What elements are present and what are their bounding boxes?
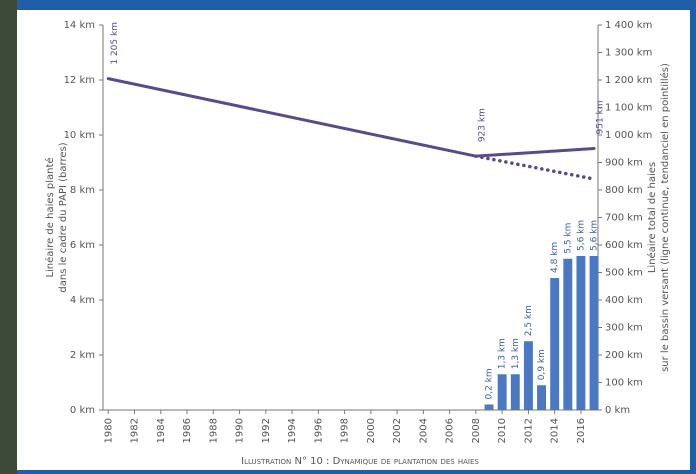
x-tick-label: 2010: [497, 418, 508, 443]
y2-tick-label: 1 000 km: [605, 130, 652, 141]
x-tick-label: 1994: [287, 418, 298, 443]
x-tick-label: 1996: [313, 418, 324, 443]
bar: [576, 256, 586, 410]
bar: [589, 256, 599, 410]
y-tick-label: 4 km: [70, 295, 95, 306]
y2-tick-label: 800 km: [605, 185, 643, 196]
y2-tick-label: 300 km: [605, 323, 643, 334]
bar: [537, 385, 547, 410]
y-tick-label: 14 km: [64, 20, 95, 31]
bar-label: 0,9 km: [537, 349, 547, 380]
x-tick-label: 2004: [418, 418, 429, 443]
bar-label: 5,6 km: [590, 220, 600, 251]
y2-tick-label: 100 km: [605, 378, 643, 389]
y2-tick-label: 1 100 km: [605, 103, 652, 114]
bar: [550, 278, 560, 410]
y2-axis-title: sur le bassin versant (ligne continue, t…: [659, 63, 671, 372]
y2-tick-label: 0 km: [605, 405, 630, 416]
bar-label: 1,3 km: [498, 338, 508, 369]
bar-label: 5,5 km: [563, 223, 573, 254]
bar-label: 2,5 km: [524, 305, 534, 336]
x-tick-label: 2014: [550, 418, 561, 443]
y2-tick-label: 1 300 km: [605, 48, 652, 59]
y-axis-title: dans le cadre du PAPI (barres): [58, 142, 69, 292]
x-tick-label: 1988: [208, 418, 219, 443]
x-tick-label: 2006: [445, 418, 456, 443]
x-tick-label: 2008: [471, 418, 482, 443]
photo-strip: [0, 0, 17, 474]
bar: [563, 258, 573, 410]
x-tick-label: 1980: [103, 418, 114, 443]
trend-line: [474, 154, 596, 181]
y2-tick-label: 400 km: [605, 295, 643, 306]
x-tick-label: 1992: [261, 418, 272, 443]
y2-tick-label: 1 200 km: [605, 75, 652, 86]
x-tick-label: 2002: [392, 418, 403, 443]
y-tick-label: 10 km: [64, 130, 95, 141]
bar: [497, 374, 507, 410]
x-tick-label: 2012: [523, 418, 534, 443]
y-tick-label: 0 km: [70, 405, 95, 416]
y2-tick-label: 700 km: [605, 213, 643, 224]
bar-label: 1,3 km: [511, 338, 521, 369]
y2-tick-label: 1 400 km: [605, 20, 652, 31]
x-tick-label: 1984: [156, 418, 167, 443]
y-tick-label: 6 km: [70, 240, 95, 251]
bar: [484, 404, 494, 410]
x-tick-label: 2016: [576, 418, 587, 443]
bar-label: 5,6 km: [576, 220, 586, 251]
line-label: 923 km: [477, 108, 487, 142]
bar: [510, 374, 520, 410]
y2-tick-label: 900 km: [605, 158, 643, 169]
y-tick-label: 12 km: [64, 75, 95, 86]
x-tick-label: 1998: [340, 418, 351, 443]
y2-tick-label: 200 km: [605, 350, 643, 361]
bar: [523, 341, 533, 410]
y2-tick-label: 500 km: [605, 268, 643, 279]
y2-tick-label: 600 km: [605, 240, 643, 251]
y-axis-title: Linéaire de haies planté: [44, 157, 56, 277]
y-tick-label: 2 km: [70, 350, 95, 361]
line-label: 1 205 km: [110, 22, 120, 65]
y-tick-label: 8 km: [70, 185, 95, 196]
x-tick-label: 1982: [130, 418, 141, 443]
caption: Illustration N° 10 : Dynamique de planta…: [241, 456, 479, 467]
x-tick-label: 1986: [182, 418, 193, 443]
y2-axis-title: Linéaire total de haies: [646, 162, 658, 273]
x-tick-label: 2000: [366, 418, 377, 443]
bar-label: 4,8 km: [550, 242, 560, 273]
line-label: 951 km: [596, 100, 606, 134]
x-tick-label: 1990: [235, 418, 246, 443]
bar-label: 0,2 km: [485, 368, 495, 399]
